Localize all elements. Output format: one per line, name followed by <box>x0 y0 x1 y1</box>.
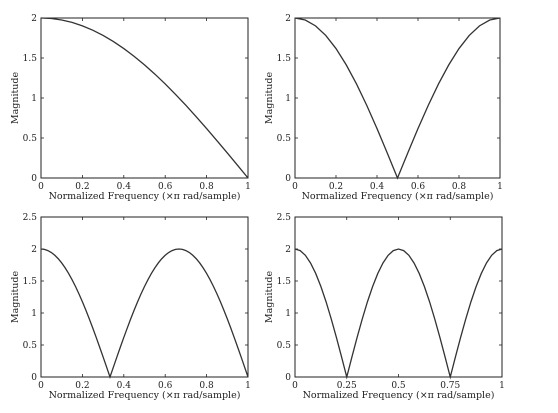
x-tick-label: 0.5 <box>391 381 406 391</box>
y-tick-label: 0.5 <box>23 341 38 351</box>
y-tick-label: 2 <box>31 245 37 255</box>
x-tick-label: 0.4 <box>117 381 132 391</box>
y-axis-label: Magnitude <box>264 71 275 124</box>
chart-panel-3: 0 0.2 0.4 0.6 0.8 1 0 0.5 1 1.5 2 2.5 Normalized Fre… <box>10 213 251 401</box>
x-tick-label: 0.4 <box>117 182 132 192</box>
chart-panel-2: 0 0.2 0.4 0.6 0.8 1 0 0.5 1 1.5 2 Normalized Freque… <box>264 14 503 202</box>
x-axis-label: Normalized Frequency (×π rad/sample) <box>49 390 241 401</box>
y-tick-label: 0.5 <box>277 134 292 144</box>
y-tick-label: 2.5 <box>23 213 38 223</box>
y-tick-label: 1.5 <box>23 277 38 287</box>
x-tick-label: 0 <box>292 381 298 391</box>
x-tick-label: 0.8 <box>199 381 214 391</box>
plot-frame <box>294 17 501 179</box>
y-tick-label: 0 <box>31 373 37 383</box>
y-tick-label: 1.5 <box>23 54 38 64</box>
chart-panel-4: 0 0.25 0.5 0.75 1 0 0.5 1 1.5 2 2.5 Normalized Freq… <box>264 213 505 401</box>
y-tick-label: 1 <box>31 94 37 104</box>
x-tick-label: 0 <box>292 182 298 192</box>
x-tick-label: 0.8 <box>452 182 467 192</box>
y-tick-label: 0.5 <box>23 134 38 144</box>
x-axis-label: Normalized Frequency (×π rad/sample) <box>303 390 495 401</box>
x-tick-label: 1 <box>499 381 505 391</box>
x-tick-label: 0.4 <box>370 182 385 192</box>
chart-panel-1: 0 0.2 0.4 0.6 0.8 1 0 0.5 1 1.5 2 Normalized Freque… <box>10 14 251 202</box>
y-tick-label: 0.5 <box>277 341 292 351</box>
x-tick-label: 1 <box>497 182 503 192</box>
y-tick-label: 1 <box>285 94 291 104</box>
y-tick-label: 2 <box>285 14 291 24</box>
x-tick-label: 0.2 <box>75 381 89 391</box>
y-tick-label: 2.5 <box>277 213 292 223</box>
y-tick-label: 1 <box>31 309 37 319</box>
plot-frame <box>40 17 249 179</box>
x-tick-label: 1 <box>245 182 251 192</box>
x-tick-label: 0.6 <box>158 381 173 391</box>
y-tick-label: 0 <box>285 174 291 184</box>
plot-frame <box>40 216 249 378</box>
y-axis-label: Magnitude <box>264 270 275 323</box>
plot-frame <box>294 216 503 378</box>
y-tick-label: 2 <box>31 14 37 24</box>
magnitude-response-line <box>40 17 249 179</box>
y-tick-label: 2 <box>285 245 291 255</box>
x-tick-label: 0.25 <box>337 381 357 391</box>
x-tick-label: 0 <box>38 381 44 391</box>
x-tick-label: 0.2 <box>75 182 89 192</box>
x-tick-label: 0.2 <box>329 182 343 192</box>
y-tick-label: 1.5 <box>277 277 292 287</box>
x-tick-label: 0 <box>38 182 44 192</box>
x-axis-label: Normalized Frequency (×π rad/sample) <box>49 191 241 202</box>
magnitude-response-line <box>294 17 501 180</box>
x-axis-label: Normalized Frequency (×π rad/sample) <box>302 191 494 202</box>
magnitude-response-line <box>40 248 249 380</box>
y-tick-label: 0 <box>31 174 37 184</box>
x-tick-label: 0.8 <box>199 182 214 192</box>
y-tick-label: 1.5 <box>277 54 292 64</box>
x-tick-label: 0.6 <box>411 182 426 192</box>
x-tick-label: 0.75 <box>440 381 460 391</box>
y-tick-label: 0 <box>285 373 291 383</box>
x-tick-label: 1 <box>245 381 251 391</box>
y-tick-label: 1 <box>285 309 291 319</box>
y-axis-label: Magnitude <box>10 270 21 323</box>
y-axis-label: Magnitude <box>10 71 21 124</box>
magnitude-response-line <box>294 248 503 380</box>
x-tick-label: 0.6 <box>158 182 173 192</box>
